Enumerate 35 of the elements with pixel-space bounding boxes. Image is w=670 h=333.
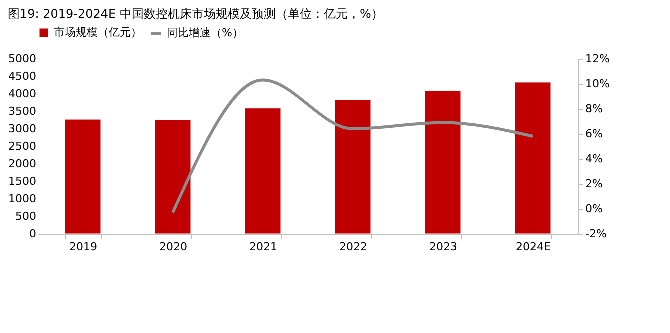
y2-tick-label: 0% bbox=[586, 202, 603, 216]
y-tick-label: 3000 bbox=[8, 122, 36, 136]
y-tick-label: 4500 bbox=[8, 70, 36, 83]
bar bbox=[244, 108, 282, 234]
y-tick-label: 5000 bbox=[8, 52, 36, 66]
bar bbox=[334, 100, 372, 234]
y2-tick-label: 10% bbox=[586, 78, 610, 90]
legend-label: 市场规模（亿元） bbox=[54, 26, 142, 39]
y2-tick-label: 6% bbox=[586, 128, 603, 140]
y-tick-label: 2500 bbox=[8, 140, 36, 153]
y2-tick-label: -2% bbox=[586, 228, 607, 240]
x-tick-label: 2020 bbox=[160, 240, 188, 254]
x-tick-label: 2019 bbox=[70, 240, 98, 254]
y2-tick-label: 2% bbox=[586, 178, 603, 190]
y2-tick-label: 4% bbox=[586, 152, 603, 166]
bar bbox=[64, 119, 102, 234]
y-tick-label: 1500 bbox=[8, 175, 36, 188]
y-tick-label: 3500 bbox=[8, 105, 36, 118]
chart-title: 图19: 2019-2024E 中国数控机床市场规模及预测（单位：亿元，%） bbox=[8, 7, 384, 21]
x-tick-label: 2021 bbox=[250, 240, 278, 254]
bar bbox=[424, 90, 462, 234]
y-tick-label: 1000 bbox=[8, 192, 36, 206]
x-tick-label: 2023 bbox=[430, 240, 458, 254]
bar bbox=[514, 82, 552, 234]
x-tick-label: 2024E bbox=[516, 240, 552, 254]
line-series bbox=[172, 78, 534, 214]
x-tick-label: 2022 bbox=[340, 240, 368, 254]
y-tick-label: 4000 bbox=[8, 88, 36, 100]
y-tick-label: 2000 bbox=[8, 158, 36, 170]
y-tick-label: 500 bbox=[16, 210, 36, 223]
y2-tick-label: 12% bbox=[586, 52, 610, 66]
y-tick-label: 0 bbox=[30, 228, 36, 240]
bar bbox=[154, 120, 192, 234]
legend-label: 同比增速（%） bbox=[167, 26, 244, 40]
y2-tick-label: 8% bbox=[586, 102, 603, 116]
